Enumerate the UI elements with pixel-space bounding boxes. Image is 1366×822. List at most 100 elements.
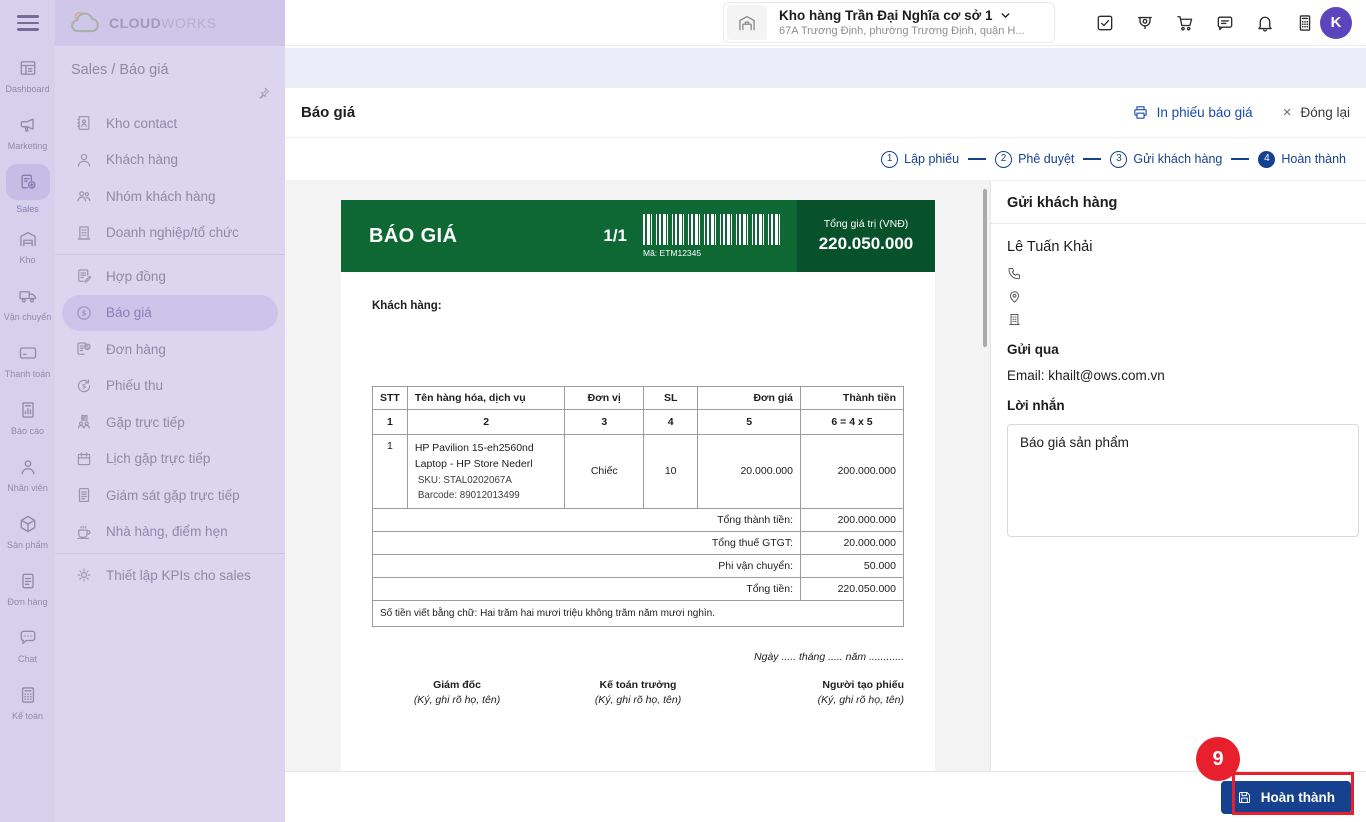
- submenu-item-khach-hang[interactable]: Khách hàng: [55, 142, 285, 179]
- megaphone-icon: [18, 115, 38, 135]
- total-label: Tổng tiền:: [372, 576, 801, 601]
- rail-item-marketing[interactable]: Marketing: [0, 103, 55, 160]
- col-header-unit: Đơn vị: [564, 386, 645, 410]
- submenu-item-bao-gia[interactable]: $ Báo giá: [62, 294, 278, 331]
- submenu-item-lich-gap[interactable]: Lịch gặp trực tiếp: [55, 441, 285, 478]
- submenu-item-label: Thiết lập KPIs cho sales: [106, 567, 251, 583]
- rail-item-ke-toan[interactable]: Kế toán: [0, 673, 55, 730]
- rail-item-chat[interactable]: Chat: [0, 616, 55, 673]
- step-number-active: 4: [1258, 150, 1276, 168]
- submenu-item-giam-sat[interactable]: Giám sát gặp trực tiếp: [55, 477, 285, 514]
- rail-item-bao-cao[interactable]: Báo cáo: [0, 388, 55, 445]
- task-check-icon[interactable]: [1095, 13, 1115, 33]
- item-barcode: Barcode: 89012013499: [417, 489, 520, 501]
- submenu-item-label: Báo giá: [106, 305, 152, 321]
- submenu-item-doanh-nghiep[interactable]: Doanh nghiệp/tổ chức: [55, 215, 285, 252]
- bell-icon[interactable]: [1255, 13, 1275, 33]
- warehouse-name: Kho hàng Trần Đại Nghĩa cơ sở 1: [779, 8, 993, 23]
- cloudworks-logo-text: CLOUDWORKS: [109, 15, 217, 31]
- calendar-icon: [75, 450, 93, 468]
- rail-item-don-hang[interactable]: Đơn hàng: [0, 559, 55, 616]
- pin-icon[interactable]: [256, 86, 271, 101]
- meeting-icon: [75, 413, 93, 431]
- step-label: Hoàn thành: [1281, 152, 1346, 166]
- table-index-row: 1 2 3 4 5 6 = 4 x 5: [372, 409, 904, 435]
- submenu-item-don-hang[interactable]: $ Đơn hàng: [55, 331, 285, 368]
- camera-icon[interactable]: [1135, 13, 1155, 33]
- total-value: 200.000.000: [800, 507, 904, 532]
- report-icon: [18, 400, 38, 420]
- step-lap-phieu: 1 Lập phiếu: [881, 150, 960, 168]
- index-cell: 3: [564, 409, 645, 435]
- customer-email: Email: khailt@ows.com.vn: [1007, 368, 1165, 383]
- customer-name: Lê Tuấn Khải: [1007, 239, 1093, 255]
- customer-group-icon: [75, 187, 93, 205]
- save-floppy-icon: [1237, 790, 1252, 805]
- signature-title: Giám đốc: [433, 678, 481, 691]
- submenu-item-nha-hang[interactable]: Nhà hàng, điểm hẹn: [55, 514, 285, 551]
- step-hoan-thanh: 4 Hoàn thành: [1258, 150, 1346, 168]
- phone-icon: [1007, 266, 1022, 281]
- topbar: Kho hàng Trần Đại Nghĩa cơ sở 1 67A Trươ…: [285, 0, 1366, 46]
- complete-button[interactable]: Hoàn thành: [1220, 780, 1351, 814]
- lavender-band: [285, 48, 1366, 88]
- col-header-price: Đơn giá: [697, 386, 801, 410]
- location-pin-icon: [1007, 289, 1022, 304]
- footer-bar: Hoàn thành: [285, 771, 1366, 822]
- total-row: Tổng tiền: 220.050.000: [372, 576, 904, 601]
- rail-item-thanh-toan[interactable]: Thanh toán: [0, 331, 55, 388]
- rail-item-kho[interactable]: Kho: [0, 217, 55, 274]
- logo-bar: CLOUDWORKS: [55, 0, 285, 46]
- submenu-item-phieu-thu[interactable]: $ Phiếu thu: [55, 368, 285, 405]
- item-price: 20.000.000: [697, 434, 801, 509]
- submenu-item-label: Doanh nghiệp/tổ chức: [106, 225, 239, 241]
- submenu-item-label: Nhà hàng, điểm hẹn: [106, 524, 228, 540]
- topbar-icons: [1095, 13, 1315, 33]
- cart-icon[interactable]: [1175, 13, 1195, 33]
- rail-item-van-chuyen[interactable]: Vận chuyển: [0, 274, 55, 331]
- receipt-refresh-icon: $: [75, 377, 93, 395]
- rail-item-dashboard[interactable]: Dashboard: [0, 46, 55, 103]
- amount-in-words-row: Số tiền viết bằng chữ: Hai trăm hai mươi…: [372, 599, 904, 627]
- submenu-item-kho-contact[interactable]: Kho contact: [55, 105, 285, 142]
- pos-icon[interactable]: [1295, 13, 1315, 33]
- total-value: 220.050.000: [800, 576, 904, 601]
- warehouse-address: 67A Trương Định, phường Trương Định, quậ…: [779, 25, 1025, 37]
- cloudworks-logo-icon: [67, 9, 103, 37]
- submenu-item-nhom-khach-hang[interactable]: Nhóm khách hàng: [55, 178, 285, 215]
- submenu-item-label: Kho contact: [106, 115, 178, 131]
- print-quote-label: In phiếu báo giá: [1156, 105, 1253, 120]
- col-header-amount: Thành tiền: [800, 386, 904, 410]
- order-clipboard-icon: [18, 571, 38, 591]
- submenu-item-kpi[interactable]: Thiết lập KPIs cho sales: [55, 557, 285, 594]
- step-label: Phê duyệt: [1018, 152, 1075, 166]
- warehouse-selector[interactable]: Kho hàng Trần Đại Nghĩa cơ sở 1 67A Trươ…: [723, 2, 1055, 43]
- index-cell: 2: [406, 409, 566, 435]
- chevron-down-icon: [999, 9, 1012, 22]
- user-avatar[interactable]: K: [1320, 6, 1352, 39]
- rail-item-san-pham[interactable]: Sản phẩm: [0, 502, 55, 559]
- col-header-name: Tên hàng hóa, dịch vụ: [406, 386, 566, 410]
- total-row: Phi vận chuyển: 50.000: [372, 553, 904, 578]
- submenu-item-gap-truc-tiep[interactable]: Gặp trực tiếp: [55, 404, 285, 441]
- submenu-divider: [55, 553, 285, 554]
- quote-banner-title: BÁO GIÁ: [369, 224, 458, 247]
- quote-code: Mã: ETM12345: [643, 248, 702, 258]
- coffee-icon: [75, 523, 93, 541]
- scrollbar-thumb[interactable]: [983, 189, 987, 347]
- print-quote-button[interactable]: In phiếu báo giá: [1132, 104, 1253, 121]
- rail-item-label: Nhân viên: [7, 482, 48, 493]
- index-cell: 6 = 4 x 5: [800, 409, 904, 435]
- total-value: 20.000.000: [800, 530, 904, 555]
- rail-item-nhan-vien[interactable]: Nhân viên: [0, 445, 55, 502]
- close-button[interactable]: × Đóng lại: [1283, 104, 1350, 121]
- submenu-item-hop-dong[interactable]: Hợp đồng: [55, 258, 285, 295]
- index-cell: 1: [372, 409, 408, 435]
- signature-note: (Ký, ghi rõ họ, tên): [594, 693, 682, 706]
- hamburger-menu-icon[interactable]: [0, 0, 55, 46]
- step-label: Lập phiếu: [904, 152, 960, 166]
- message-textarea[interactable]: Báo giá sản phẩm: [1007, 424, 1359, 537]
- rail-item-sales[interactable]: Sales: [0, 160, 55, 217]
- message-icon[interactable]: [1215, 13, 1235, 33]
